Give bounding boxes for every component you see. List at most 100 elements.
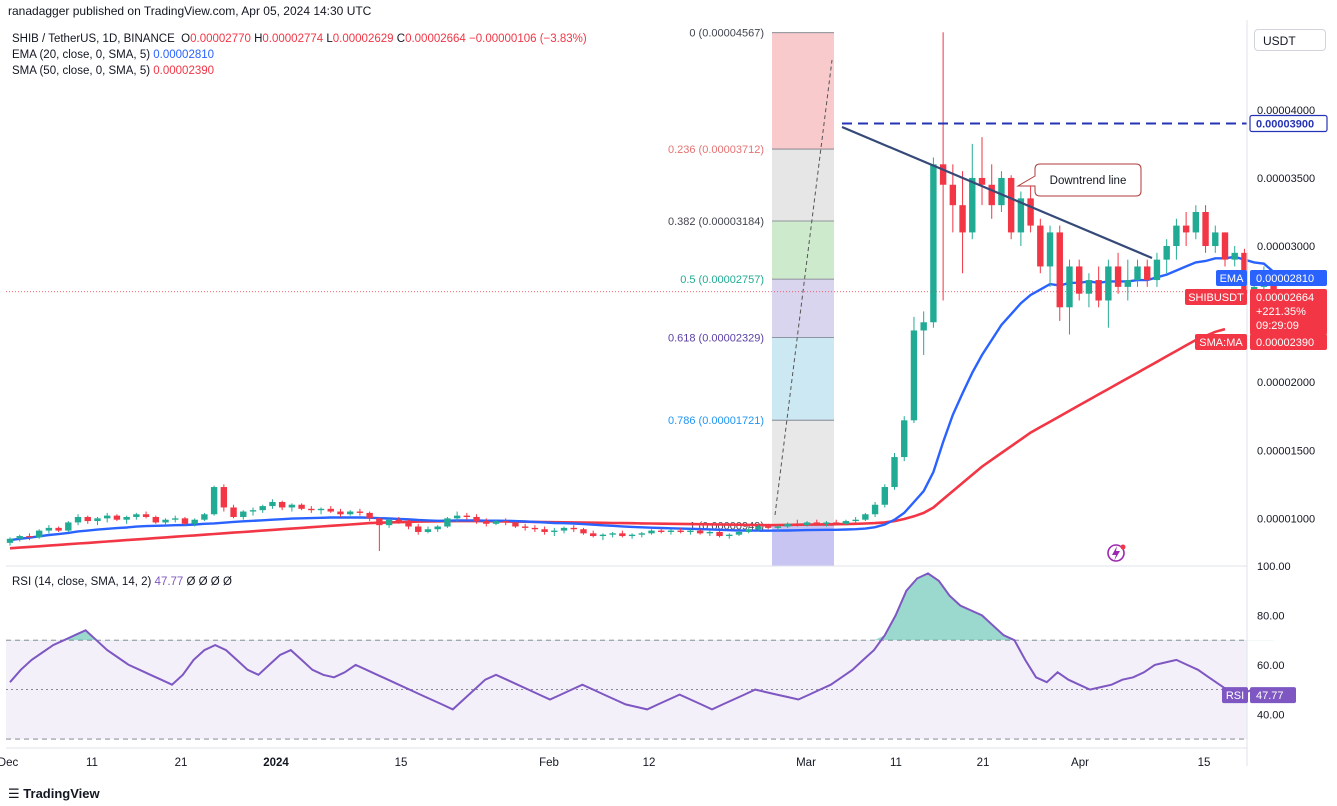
fib-label-0: 0 (0.00004567)	[689, 28, 764, 40]
candle-body	[794, 523, 801, 526]
candle-body	[560, 527, 568, 531]
candle-body	[492, 521, 500, 524]
sma-label: SMA (50, close, 0, SMA, 5)	[12, 65, 151, 77]
candle-body	[35, 530, 43, 538]
candle-body	[648, 530, 655, 534]
rsi-tick-label: 60.00	[1257, 660, 1285, 672]
x-tick-label: 11	[890, 757, 902, 769]
tradingview-logo: ☰ TradingView	[8, 786, 100, 802]
candle-body	[842, 521, 850, 524]
candle-body	[201, 514, 208, 520]
candle-body	[288, 504, 296, 508]
candle-body	[356, 511, 364, 513]
rsi-pane	[6, 565, 1274, 740]
candle-body	[696, 530, 704, 534]
sma-line	[9, 327, 1226, 550]
candle-body	[988, 184, 995, 206]
rsi-tick-label: 80.00	[1257, 610, 1285, 622]
candle-body	[473, 516, 480, 522]
candle-body	[823, 522, 830, 524]
y-tick-label: 0.00002000	[1257, 377, 1315, 389]
candle-body	[638, 533, 645, 535]
legend-ema-row[interactable]: EMA (20, close, 0, SMA, 5) 0.00002810	[12, 47, 587, 63]
fib-zone-0.618	[772, 337, 834, 421]
y-tick-label: 0.00003500	[1257, 173, 1315, 185]
price-tag-name-bg	[1185, 289, 1247, 305]
y-tick-label: 0.00004000	[1257, 105, 1315, 117]
fib-label-0.618: 0.618 (0.00002329)	[668, 332, 764, 344]
candle-body	[220, 487, 228, 508]
price-tag-value: 0.00002664	[1256, 292, 1314, 304]
candle-body	[1066, 266, 1073, 308]
rsi-tag-name-bg	[1222, 687, 1248, 704]
candle-body	[969, 177, 976, 233]
candle-body	[113, 515, 121, 520]
candle-body	[949, 184, 957, 206]
ohlc-c-label: C	[396, 33, 406, 45]
annotation-callout	[1016, 163, 1142, 197]
x-tick-label: 15	[395, 757, 408, 769]
x-tick-label: Mar	[796, 757, 816, 769]
x-tick-label: 21	[175, 757, 188, 769]
candle-body	[269, 502, 276, 507]
candle-body	[667, 530, 675, 532]
published-line: ranadagger published on TradingView.com,…	[8, 4, 372, 18]
rsi-legend[interactable]: RSI (14, close, SMA, 14, 2) 47.77 Ø Ø Ø …	[12, 576, 232, 588]
candle-body	[55, 527, 62, 531]
candle-body	[784, 523, 791, 527]
candle-body	[852, 519, 859, 522]
candle-body	[1144, 266, 1151, 281]
candle-body	[278, 502, 286, 508]
candle-body	[619, 533, 626, 537]
candle-body	[249, 510, 257, 512]
candle-body	[512, 522, 519, 527]
price-tag-name: SHIBUSDT	[1188, 292, 1244, 304]
candle-body	[580, 529, 587, 534]
downtrend-line	[841, 125, 1153, 260]
candle-body	[317, 508, 325, 511]
candle-body	[1027, 198, 1034, 226]
fib-retracement[interactable]: 0 (0.00004567) 0.236 (0.00003712) 0.382 (0…	[668, 28, 834, 566]
x-tick-label: 2024	[263, 757, 289, 769]
legend-sma-row[interactable]: SMA (50, close, 0, SMA, 5) 0.00002390	[12, 63, 587, 79]
candle-body	[1105, 266, 1112, 301]
ohlc-values: O0.00002770 H0.00002774 L0.00002629 C0.0…	[178, 33, 587, 45]
candle-body	[959, 205, 966, 233]
legend-symbol-row: SHIB / TetherUS, 1D, BINANCE O0.00002770…	[12, 31, 587, 47]
candle-body	[1095, 280, 1102, 301]
candle-body	[259, 506, 266, 511]
candle-body	[871, 504, 879, 515]
drawings[interactable]: Downtrend line	[841, 122, 1247, 562]
candle-body	[298, 504, 305, 509]
x-tick-label: 12	[643, 757, 656, 769]
candle-body	[376, 518, 383, 526]
candle-body	[541, 529, 548, 532]
candle-body	[502, 521, 509, 523]
candle-body	[424, 529, 432, 532]
candle-body	[716, 531, 723, 537]
rsi-legend-value: 47.77	[154, 576, 184, 588]
candle-body	[1085, 280, 1093, 294]
candle-body	[240, 511, 247, 517]
candle-body	[609, 533, 616, 535]
rsi-label: RSI (14, close, SMA, 14, 2)	[12, 576, 152, 588]
currency-button[interactable]: USDT	[1254, 29, 1326, 51]
candle-body	[1076, 266, 1083, 294]
symbol-label[interactable]: SHIB / TetherUS, 1D, BINANCE	[12, 33, 175, 45]
candle-body	[1134, 266, 1141, 281]
fib-zone-0	[772, 32, 834, 150]
candle-body	[308, 508, 315, 511]
candle-body	[434, 526, 441, 530]
candle-body	[1231, 252, 1238, 260]
candle-body	[803, 522, 811, 526]
fib-zone-0.5	[772, 279, 834, 338]
candle-body	[1182, 225, 1190, 233]
candle-body	[483, 521, 490, 524]
candle-body	[1007, 177, 1015, 233]
fib-zone-0.382	[772, 220, 834, 280]
candle-body	[735, 531, 743, 535]
rsi-tag: RSI 47.77	[1222, 687, 1296, 704]
candle-body	[104, 515, 111, 519]
y-tick-label: 0.00001500	[1257, 445, 1315, 457]
